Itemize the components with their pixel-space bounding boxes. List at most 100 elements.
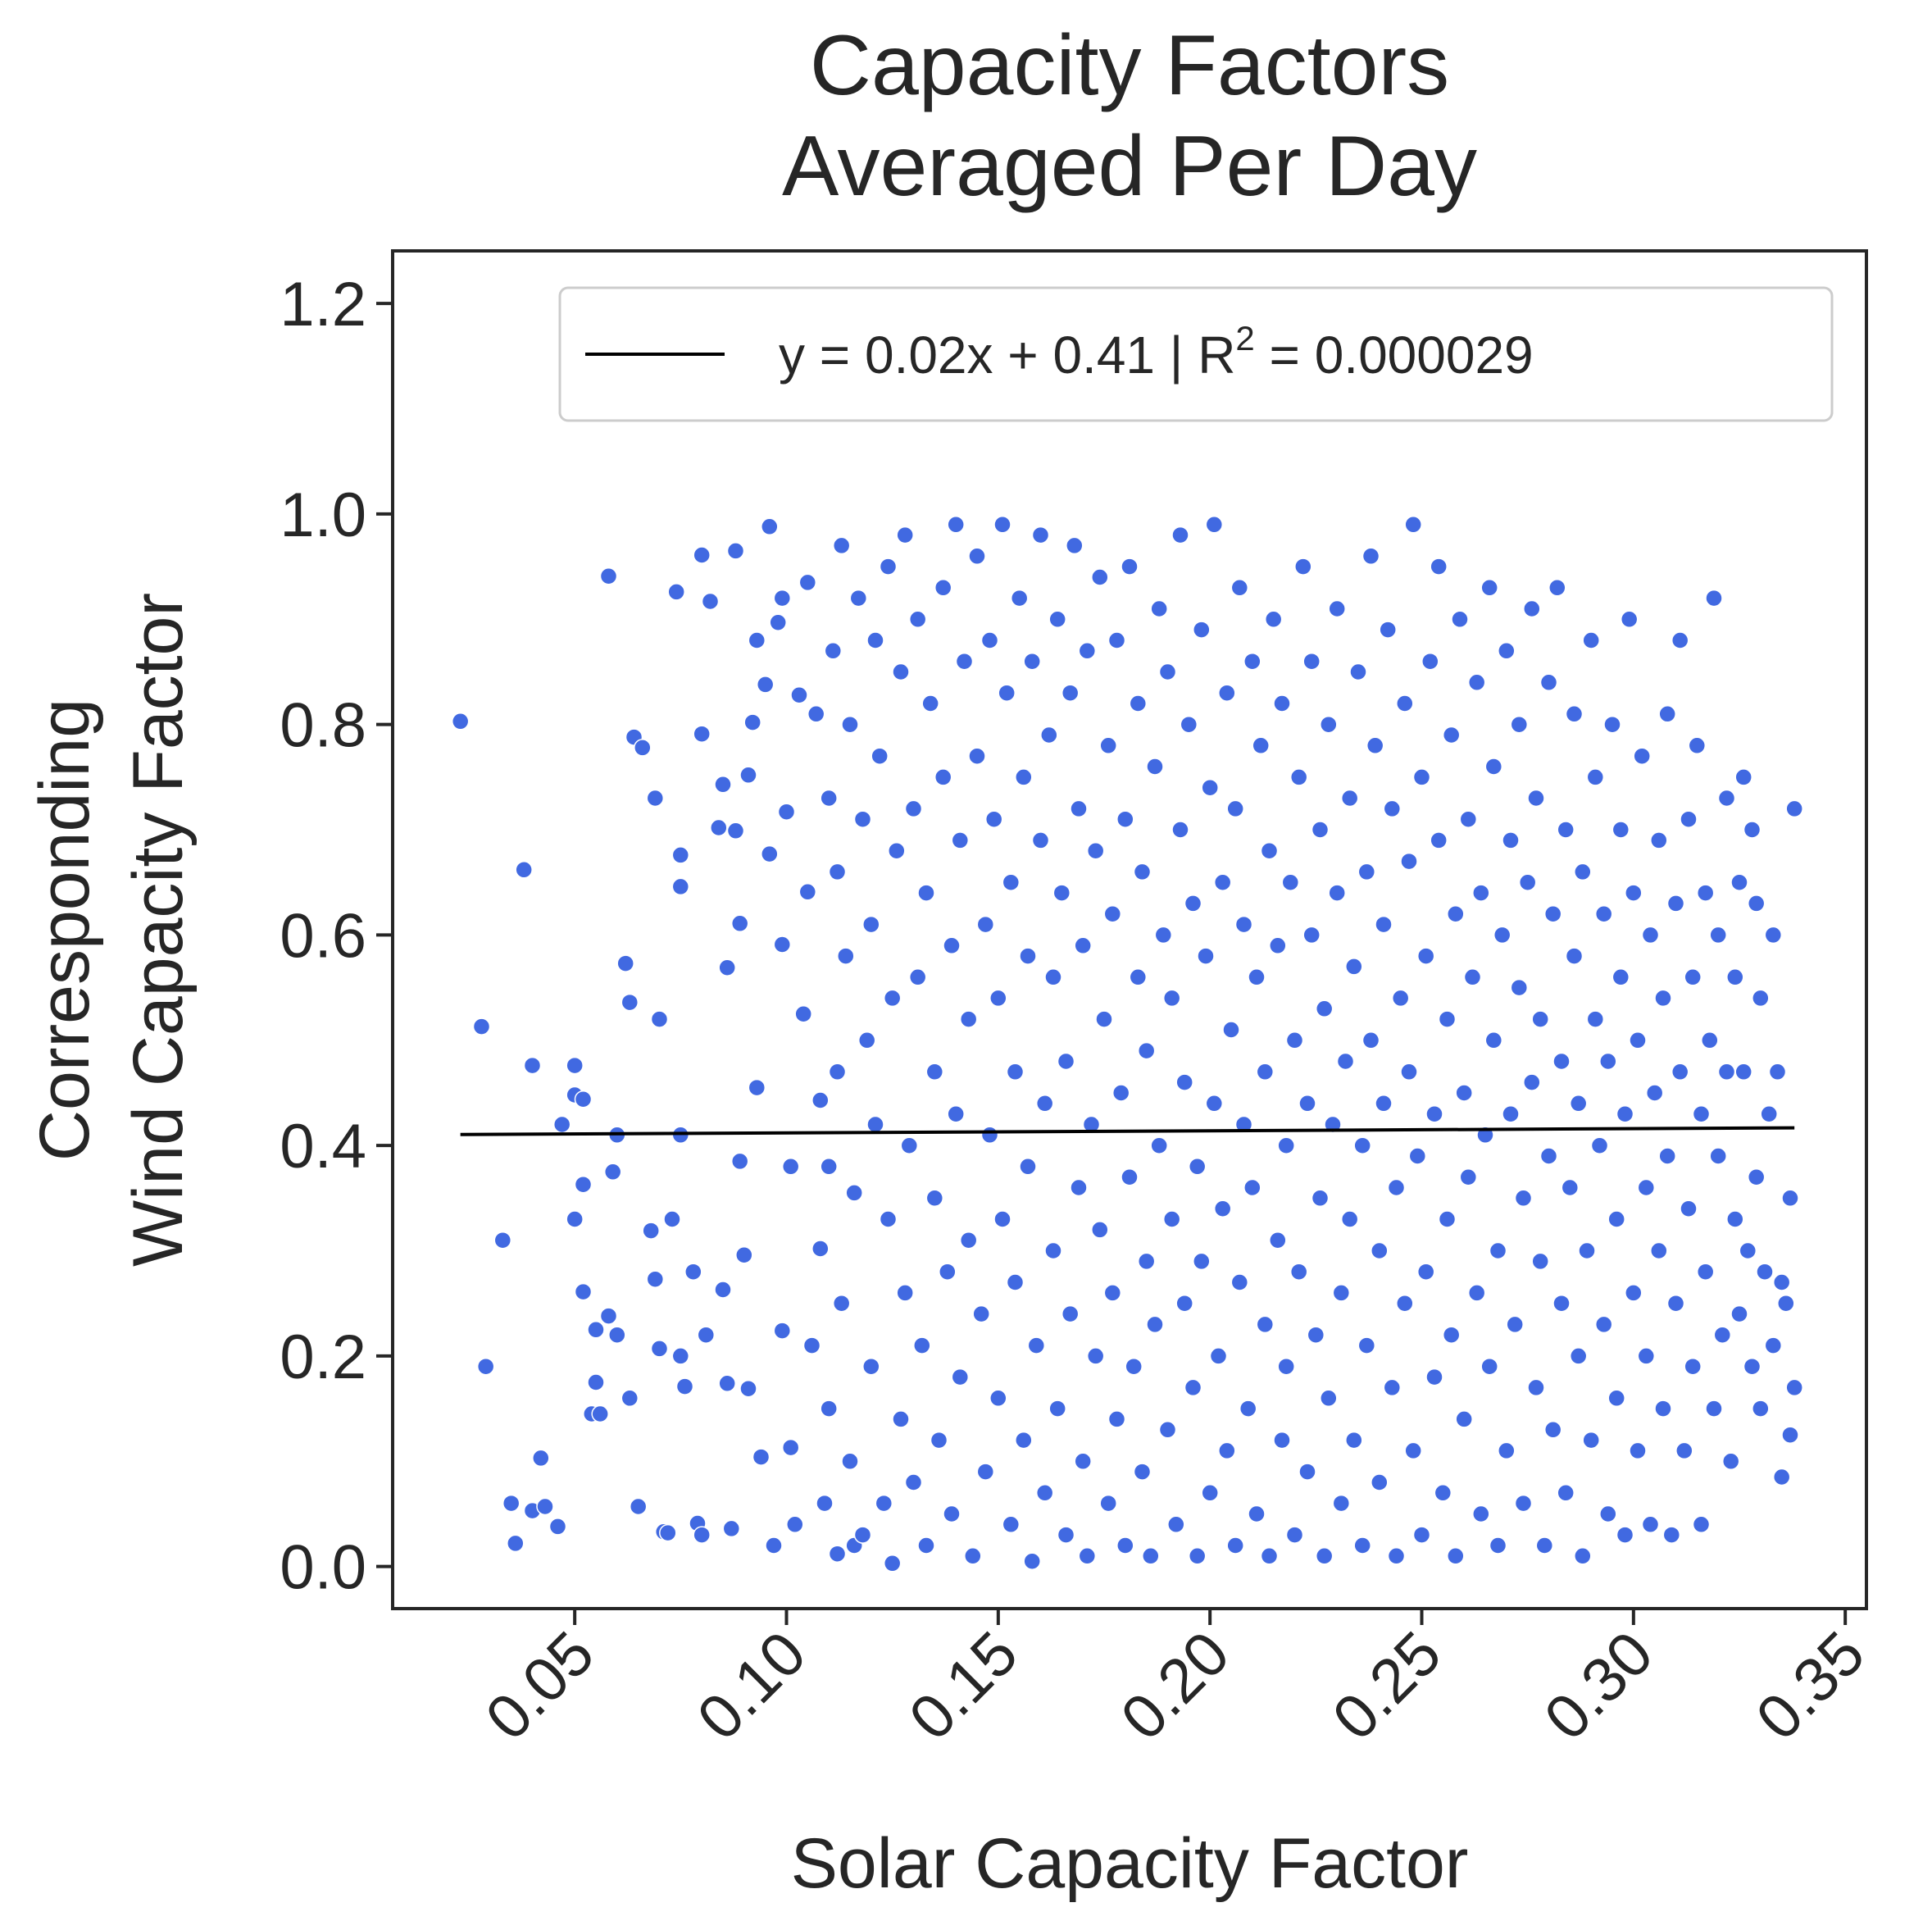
data-point xyxy=(900,1136,919,1154)
data-point xyxy=(1552,1052,1571,1071)
data-point xyxy=(1666,1294,1685,1313)
data-point xyxy=(1019,1158,1037,1176)
data-point xyxy=(1188,1158,1207,1176)
data-point xyxy=(1057,1526,1075,1544)
data-point xyxy=(832,536,851,555)
data-point xyxy=(1717,789,1736,808)
data-point xyxy=(599,1307,618,1325)
data-point xyxy=(1599,1052,1617,1071)
data-point xyxy=(832,1294,851,1313)
data-point xyxy=(621,1389,639,1408)
data-point xyxy=(1535,1536,1554,1554)
data-point xyxy=(1052,884,1071,902)
data-point xyxy=(1086,1347,1105,1365)
data-point xyxy=(1688,736,1707,755)
legend: y = 0.02x + 0.41 | R2 = 0.000029 xyxy=(558,286,1834,422)
data-point xyxy=(1180,715,1198,734)
data-point xyxy=(1205,1095,1224,1113)
data-point xyxy=(1760,1104,1778,1123)
data-point xyxy=(761,844,779,863)
data-point xyxy=(1650,831,1668,849)
data-point xyxy=(671,846,690,864)
data-point xyxy=(786,1515,804,1534)
data-point xyxy=(1328,599,1346,618)
data-point xyxy=(1197,947,1215,965)
data-point xyxy=(773,935,792,954)
data-point xyxy=(1772,1273,1791,1291)
data-point xyxy=(1328,884,1346,902)
data-point xyxy=(1289,1263,1308,1281)
data-point xyxy=(921,694,939,712)
data-point xyxy=(1213,873,1232,891)
data-point xyxy=(1603,715,1621,734)
data-point xyxy=(828,863,847,881)
data-point xyxy=(1193,1252,1211,1271)
data-point xyxy=(1523,1073,1541,1091)
data-point xyxy=(828,1063,847,1081)
data-point xyxy=(972,1304,990,1323)
data-point xyxy=(1226,1536,1244,1554)
data-point xyxy=(634,739,652,757)
data-point xyxy=(1777,1294,1795,1313)
x-tick-label: 0.05 xyxy=(472,1618,607,1754)
data-point xyxy=(959,1010,978,1028)
data-point xyxy=(1031,526,1050,544)
data-point xyxy=(1574,1547,1592,1565)
data-point xyxy=(781,1158,800,1176)
data-point xyxy=(1332,1284,1351,1302)
data-point xyxy=(857,1031,876,1049)
data-point xyxy=(820,789,838,808)
data-point xyxy=(1230,1273,1249,1291)
data-point xyxy=(968,747,986,765)
data-point xyxy=(955,652,974,671)
data-point xyxy=(1705,589,1723,608)
data-point xyxy=(1239,1400,1257,1418)
data-point xyxy=(820,1400,838,1418)
data-point xyxy=(1463,968,1482,986)
data-point xyxy=(1743,1357,1762,1376)
data-point xyxy=(964,1547,982,1565)
data-point xyxy=(1074,936,1092,955)
data-point xyxy=(1142,1547,1160,1565)
data-point xyxy=(1340,1210,1359,1228)
data-point xyxy=(743,713,761,731)
y-axis-label-line-1: Corresponding xyxy=(25,699,104,1161)
data-point xyxy=(1654,1400,1672,1418)
data-point xyxy=(984,810,1003,828)
data-point xyxy=(1772,1468,1791,1486)
data-point xyxy=(925,1189,944,1208)
data-point xyxy=(1404,516,1422,534)
data-point xyxy=(1472,1504,1490,1523)
data-point xyxy=(1387,1547,1406,1565)
plot-frame xyxy=(391,249,1868,1610)
data-point xyxy=(663,1210,681,1228)
data-point xyxy=(1599,1504,1617,1523)
data-point xyxy=(853,1526,872,1544)
data-point xyxy=(1506,1315,1524,1334)
data-point xyxy=(1498,1441,1516,1460)
data-point xyxy=(1345,1431,1363,1450)
data-point xyxy=(1467,1284,1486,1302)
data-point xyxy=(1375,915,1393,934)
data-point xyxy=(1006,1063,1025,1081)
data-point xyxy=(1607,1389,1625,1408)
y-tick-label: 1.0 xyxy=(280,480,366,550)
data-point xyxy=(756,676,775,694)
data-point xyxy=(1539,1147,1558,1165)
data-point xyxy=(739,766,757,785)
data-point xyxy=(1248,1504,1266,1523)
data-point xyxy=(1260,1547,1279,1565)
data-point xyxy=(1171,821,1189,839)
data-point xyxy=(1171,526,1189,544)
data-point xyxy=(1569,1347,1588,1365)
data-point xyxy=(1654,989,1672,1008)
fit-line-group xyxy=(460,1126,1795,1136)
data-point xyxy=(1493,926,1512,945)
data-point xyxy=(1785,799,1803,818)
data-point xyxy=(566,1056,584,1075)
data-point xyxy=(591,1404,609,1423)
data-point xyxy=(1015,1431,1033,1450)
data-point xyxy=(552,1115,571,1134)
data-point xyxy=(1692,1515,1711,1534)
data-point xyxy=(1430,831,1448,849)
